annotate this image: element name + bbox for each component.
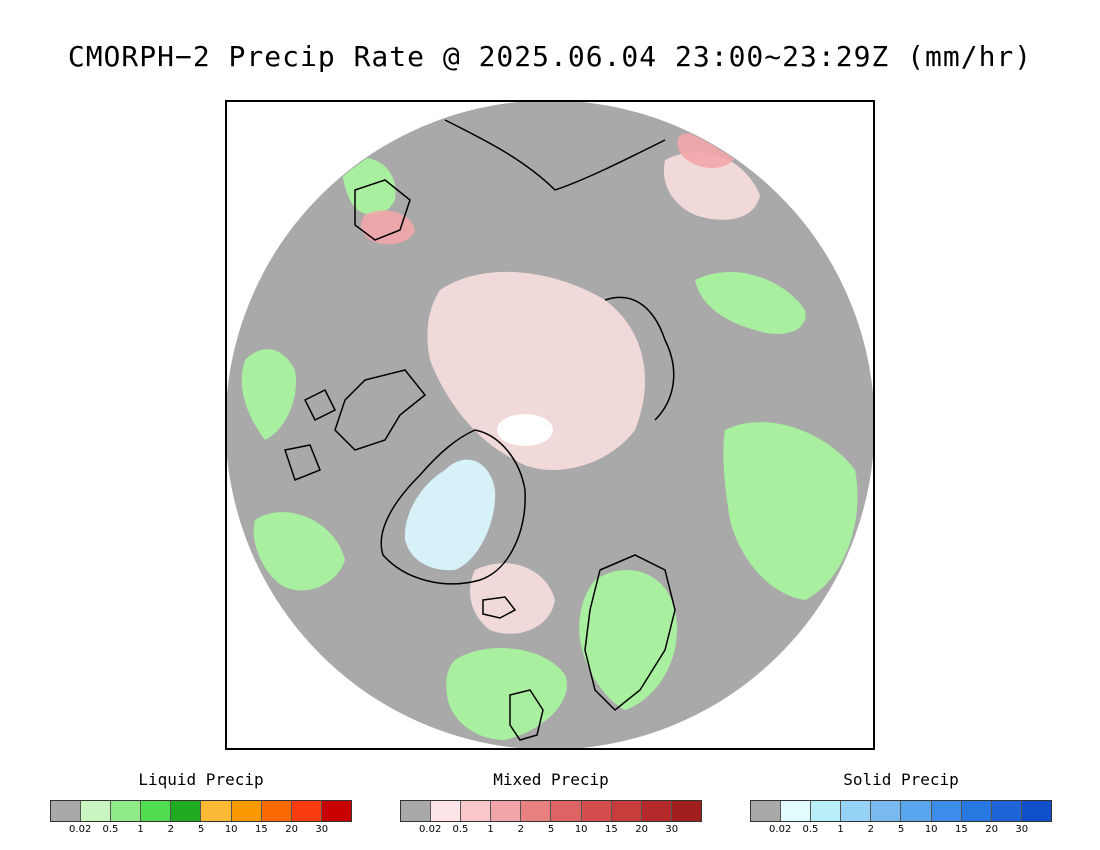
coastline-taymyr [604,296,675,421]
legend-tick-label: 10 [574,824,588,835]
legend-swatch [81,801,112,821]
legend-tick-label: 30 [315,824,329,835]
coastline-scandinavia [584,554,676,712]
legend-tick-label: 20 [985,824,998,835]
legend-swatch [871,801,902,821]
legend-tick-label: 30 [1015,824,1029,835]
legend-tick-label: 10 [224,824,238,835]
legend-tick-label: 20 [285,824,298,835]
legend-swatch [231,801,262,821]
precip-layer [241,132,858,740]
coastline-alaska [354,179,411,241]
legend-tick-label: 0.5 [102,824,119,835]
legend-swatch [291,801,322,821]
precip-area-russia-west [723,422,858,600]
legend-tick-label: 0.5 [452,824,469,835]
legend-solid: Solid Precip 0.02 0.5 1 2 5 10 15 20 30 [750,770,1052,838]
precip-area-alaska [342,157,396,215]
mixed-area-arctic-ocean [427,271,645,470]
legend-swatch [961,801,992,821]
legend-ticks: 0.02 0.5 1 2 5 10 15 20 30 [750,824,1052,838]
legend-swatch [781,801,812,821]
legend-tick-label: 0.02 [419,824,442,835]
legend-title: Solid Precip [843,770,959,789]
coastline-greenland [380,429,526,585]
legend-tick-label: 20 [635,824,648,835]
legend-title: Liquid Precip [138,770,264,789]
coastlines [284,119,676,741]
legend-tick-label: 1 [837,824,844,835]
legend-swatch [641,801,672,821]
legend-tick-label: 15 [955,824,968,835]
legend-tick-label: 2 [517,824,524,835]
legend-swatch [201,801,232,821]
legend-tick-label: 1 [137,824,144,835]
legend-swatch [611,801,642,821]
legend-swatch [671,801,701,821]
legend-swatch [901,801,932,821]
legend-swatch [581,801,612,821]
legend-tick-label: 15 [605,824,618,835]
legend-ticks: 0.02 0.5 1 2 5 10 15 20 30 [50,824,352,838]
precip-area-canada-west [241,349,296,440]
legend-title: Mixed Precip [493,770,609,789]
legend-swatch [401,801,432,821]
legend-swatch [171,801,202,821]
legend-tick-label: 15 [255,824,268,835]
legend-swatch [491,801,522,821]
legend-swatch [141,801,172,821]
legend-swatch [811,801,842,821]
precip-area-north-atlantic [446,648,567,740]
solid-area-greenland [404,459,496,571]
legend-liquid: Liquid Precip 0.02 0.5 1 2 5 10 15 20 30 [50,770,352,838]
legend-tick-label: 30 [665,824,679,835]
coastline-british-isles [509,689,544,741]
legend-swatch [1021,801,1051,821]
legend-swatch [321,801,351,821]
legend-swatch [51,801,82,821]
mixed-area-bering [360,210,415,245]
coastline-siberia [444,119,666,191]
legend-tick-label: 2 [867,824,874,835]
legend-mixed: Mixed Precip 0.02 0.5 1 2 5 10 15 20 30 [400,770,702,838]
legend-tick-label: 5 [897,824,905,835]
legend-tick-label: 10 [924,824,938,835]
polar-map-canvas [227,102,873,748]
legend-tick-label: 0.02 [69,824,92,835]
legend-swatch [261,801,292,821]
legend-colorbar [750,800,1052,822]
coastline-canadian-archipelago [284,369,427,481]
precip-area-siberia [695,271,806,334]
legend-colorbar [50,800,352,822]
legend-colorbar [400,800,702,822]
legend-swatch [111,801,142,821]
legend-tick-label: 1 [487,824,494,835]
legend-tick-label: 0.02 [769,824,792,835]
legend-swatch [841,801,872,821]
legend-swatch [931,801,962,821]
mixed-area-east-siberian [663,152,760,220]
legend-tick-label: 2 [167,824,174,835]
legend-tick-label: 0.5 [802,824,819,835]
legend-swatch [521,801,552,821]
legend-tick-label: 5 [197,824,205,835]
chart-title: CMORPH−2 Precip Rate @ 2025.06.04 23:00~… [67,40,1033,73]
polar-map [225,100,875,750]
precip-area-scandinavia [579,570,677,710]
legend-swatch [431,801,462,821]
legend-swatch [751,801,782,821]
legend-ticks: 0.02 0.5 1 2 5 10 15 20 30 [400,824,702,838]
pole-no-data [497,414,553,446]
precip-area-canada-east [253,512,345,591]
legend-swatch [551,801,582,821]
legend-swatch [461,801,492,821]
legend-swatch [991,801,1022,821]
legend-tick-label: 5 [547,824,555,835]
coastline-iceland [482,596,517,619]
